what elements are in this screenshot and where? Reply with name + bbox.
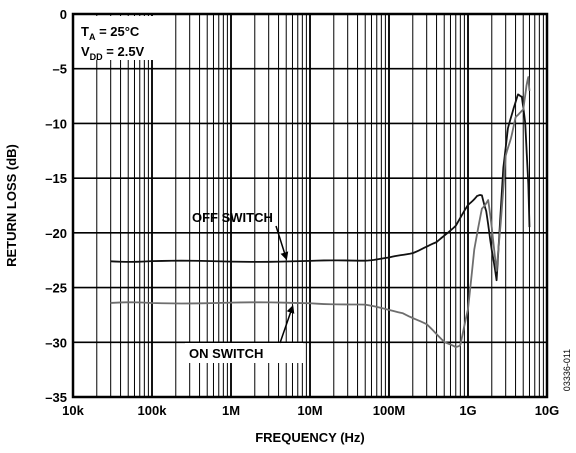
series-line-on-switch [110,76,531,349]
annotation-arrow-on [279,305,295,344]
condition-line: TA = 25°C [81,24,140,42]
series-annotations: OFF SWITCH ON SWITCH [185,210,303,363]
series-line-off-switch [110,93,531,282]
y-tick-label: –35 [45,390,67,405]
y-tick-label: –30 [45,335,67,350]
y-axis-title: RETURN LOSS (dB) [4,144,19,267]
x-tick-label: 10k [62,403,84,418]
y-tick-label: –20 [45,226,67,241]
x-tick-label: 10G [535,403,560,418]
x-axis-title: FREQUENCY (Hz) [255,430,365,445]
y-tick-label: –5 [53,62,67,77]
x-tick-label: 10M [297,403,322,418]
conditions-box [75,16,167,60]
plot-frame [71,12,549,399]
y-tick-label: 0 [60,7,67,22]
annotation-on-switch: ON SWITCH [189,346,263,361]
series-lines [110,76,531,349]
y-tick-labels: 0 –5 –10 –15 –20 –25 –30 –35 [45,7,67,405]
x-tick-label: 100M [373,403,406,418]
condition-line: VDD = 2.5V [81,44,145,62]
annotation-arrow-off [275,225,289,261]
x-tick-labels: 10k 100k 1M 10M 100M 1G 10G [62,403,559,418]
y-tick-label: –15 [45,171,67,186]
test-conditions: TA = 25°C VDD = 2.5V [81,24,145,62]
figure-id: 03336-011 [562,349,572,391]
x-tick-label: 100k [138,403,168,418]
annotation-off-switch: OFF SWITCH [192,210,273,225]
grid [72,13,548,398]
annotation-bg-on [185,343,303,363]
y-tick-label: –25 [45,281,67,296]
x-tick-label: 1M [222,403,240,418]
y-tick-label: –10 [45,116,67,131]
x-tick-label: 1G [459,403,476,418]
